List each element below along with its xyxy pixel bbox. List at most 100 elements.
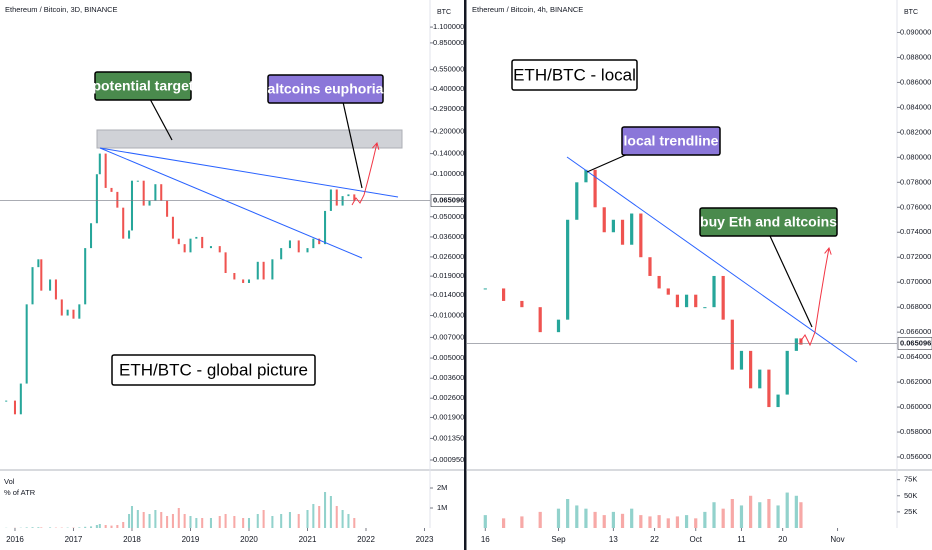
candle bbox=[95, 174, 98, 224]
y-tick-label: 0.090000 bbox=[900, 27, 931, 36]
volume-bar bbox=[189, 516, 192, 528]
candle bbox=[335, 189, 338, 206]
candle bbox=[40, 259, 43, 291]
candle bbox=[90, 223, 93, 249]
y-tick-label: 0.003600 bbox=[433, 373, 464, 382]
volume-bar bbox=[288, 512, 291, 528]
volume-bar bbox=[95, 525, 98, 528]
y-tick-label: 0.064000 bbox=[900, 352, 931, 361]
volume-bar bbox=[262, 510, 265, 528]
y-unit: BTC bbox=[437, 9, 451, 16]
candle bbox=[166, 200, 169, 217]
y-tick-label: 0.005000 bbox=[433, 353, 464, 362]
y-tick-label: 0.058000 bbox=[900, 427, 931, 436]
volume-bar bbox=[128, 514, 131, 528]
y-tick-label: 0.070000 bbox=[900, 277, 931, 286]
candle bbox=[13, 400, 17, 415]
y-unit: BTC bbox=[904, 9, 918, 16]
last-price-label: 0.065096 bbox=[433, 196, 464, 205]
y-tick-label: 0.400000 bbox=[433, 84, 464, 93]
volume-bar bbox=[122, 522, 125, 528]
volume-bar bbox=[721, 508, 725, 528]
candle bbox=[675, 294, 680, 308]
candle bbox=[620, 219, 625, 245]
candle bbox=[130, 180, 134, 231]
y-tick-label: 0.014000 bbox=[433, 290, 464, 299]
candle bbox=[575, 182, 579, 220]
candle bbox=[666, 288, 670, 295]
annotation-box bbox=[699, 207, 838, 237]
candle bbox=[749, 350, 753, 389]
volume-bar bbox=[201, 518, 204, 528]
volume-bar bbox=[501, 518, 506, 528]
candle bbox=[648, 257, 652, 276]
volume-bar bbox=[347, 514, 350, 528]
volume-bar bbox=[648, 516, 652, 528]
candle bbox=[98, 153, 101, 175]
candle bbox=[657, 275, 661, 289]
candle bbox=[538, 307, 542, 333]
candle bbox=[72, 309, 75, 319]
candle bbox=[116, 191, 119, 208]
symbol-legend: Ethereum / Bitcoin, 4h, BINANCE bbox=[472, 5, 583, 14]
volume-bar bbox=[160, 512, 163, 528]
projection-arrow-head bbox=[824, 246, 832, 255]
x-tick-label: 16 bbox=[481, 535, 490, 544]
volume-bar bbox=[556, 508, 561, 528]
volume-bar bbox=[620, 513, 625, 528]
volume-bar bbox=[324, 492, 327, 528]
callout-pointer bbox=[586, 153, 629, 173]
candle bbox=[183, 244, 186, 253]
volume-bar bbox=[142, 512, 145, 528]
volume-bar bbox=[247, 518, 251, 528]
y-tick-label: 0.550000 bbox=[433, 65, 464, 74]
volume-bar bbox=[520, 516, 524, 528]
y-tick-label: 0.850000 bbox=[433, 38, 464, 47]
volume-bar bbox=[90, 526, 93, 528]
y-tick-label: 0.010000 bbox=[433, 311, 464, 320]
symbol-legend: Ethereum / Bitcoin, 3D, BINANCE bbox=[5, 5, 118, 14]
volume-tick-label: 1M bbox=[437, 503, 447, 512]
x-tick-label: Nov bbox=[830, 535, 844, 544]
candle bbox=[324, 210, 327, 245]
y-tick-label: 0.000950 bbox=[433, 455, 464, 464]
x-tick-label: 22 bbox=[650, 535, 659, 544]
candle bbox=[154, 184, 157, 201]
candle bbox=[256, 261, 259, 280]
volume-bar bbox=[694, 518, 698, 528]
target-zone bbox=[96, 129, 403, 149]
candle bbox=[593, 169, 597, 208]
y-tick-label: 0.056000 bbox=[900, 452, 931, 461]
volume-bar bbox=[256, 514, 259, 528]
y-tick-label: 0.200000 bbox=[433, 127, 464, 136]
candle bbox=[201, 236, 204, 249]
y-tick-label: 0.026000 bbox=[433, 252, 464, 261]
volume-bar bbox=[104, 525, 107, 528]
candle bbox=[136, 180, 139, 182]
callout-pointer bbox=[769, 235, 813, 328]
candle bbox=[794, 338, 798, 351]
y-tick-label: 0.062000 bbox=[900, 377, 931, 386]
y-tick-label: 0.001350 bbox=[433, 433, 464, 442]
volume-bar bbox=[666, 518, 670, 528]
x-tick-label: 13 bbox=[609, 535, 618, 544]
annotation: buy Eth and altcoins bbox=[700, 214, 837, 230]
y-tick-label: 0.084000 bbox=[900, 102, 931, 111]
candle bbox=[721, 275, 725, 320]
candle bbox=[318, 238, 321, 245]
candle bbox=[104, 153, 107, 188]
volume-bar bbox=[483, 515, 487, 528]
y-tick-label: 1.100000 bbox=[433, 22, 464, 31]
y-tick-label: 0.088000 bbox=[900, 52, 931, 61]
projection-arrow bbox=[799, 247, 830, 347]
volume-bar bbox=[767, 499, 771, 528]
candle bbox=[19, 383, 22, 415]
volume-bar bbox=[37, 527, 40, 528]
candle bbox=[177, 238, 180, 245]
candle bbox=[224, 252, 227, 273]
candle bbox=[242, 279, 245, 283]
x-tick-label: 2020 bbox=[240, 535, 258, 544]
candle bbox=[66, 309, 69, 316]
x-tick-label: 2022 bbox=[357, 535, 375, 544]
